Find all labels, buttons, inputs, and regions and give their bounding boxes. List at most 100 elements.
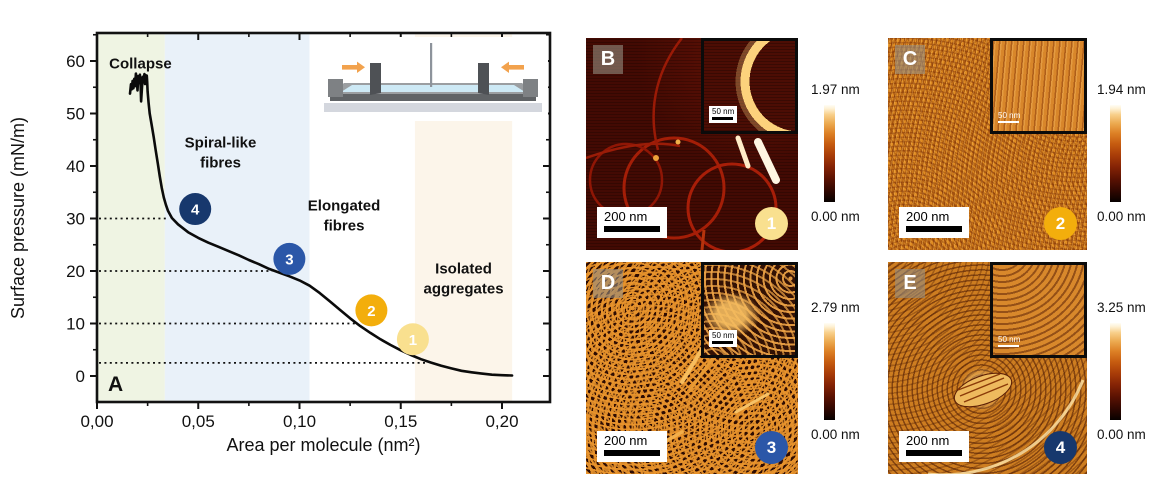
zoom-inset: 50 nm <box>990 262 1087 358</box>
stage-marker <box>355 294 388 327</box>
inset-scale-bar: 50 nm <box>709 106 738 123</box>
panel-letter: C <box>895 45 925 74</box>
trough-end-left <box>328 79 343 97</box>
inset-scale-bar: 50 nm <box>998 111 1020 123</box>
trough-front-face <box>330 94 536 101</box>
stage-badge: 3 <box>755 431 788 464</box>
colorbar-max-label: 1.97 nm <box>811 82 860 97</box>
panel-letter: D <box>593 269 623 298</box>
colorbar-max-label: 1.94 nm <box>1097 82 1146 97</box>
scale-line <box>604 226 660 232</box>
panel-letter: B <box>593 45 623 74</box>
langmuir-trough-schematic <box>318 37 548 121</box>
colorbar-C: 1.94 nm 0.00 nm <box>1096 82 1162 232</box>
inset-scale-label: 50 nm <box>998 335 1021 344</box>
inset-scale-bar: 50 nm <box>709 330 738 347</box>
region-label: aggregates <box>424 281 504 298</box>
colorbar-B: 1.97 nm 0.00 nm <box>810 82 876 232</box>
x-tick-label: 0,10 <box>283 412 316 431</box>
scale-bar: 200 nm <box>597 431 667 462</box>
inset-scale-label: 50 nm <box>712 331 735 340</box>
stage-badge: 2 <box>1044 207 1077 240</box>
region-label: Isolated <box>435 261 492 278</box>
region-label: Elongated <box>308 198 381 215</box>
y-tick-label: 0 <box>76 367 85 386</box>
colorbar-D: 2.79 nm 0.00 nm <box>810 300 876 450</box>
region-label: Spiral-like <box>185 135 257 152</box>
x-tick-label: 0,15 <box>384 412 417 431</box>
y-axis-title: Surface pressure (mN/m) <box>8 117 28 319</box>
y-tick-label: 60 <box>66 52 85 71</box>
stage-marker <box>179 193 212 226</box>
inset-scale-label: 50 nm <box>998 111 1021 120</box>
zoom-inset: 50 nm <box>990 38 1087 134</box>
barrier-right-icon <box>478 63 489 95</box>
colorbar-min-label: 0.00 nm <box>811 427 860 442</box>
isotherm-curve <box>128 72 514 377</box>
scale-label: 200 nm <box>604 433 648 448</box>
inset-scale-bar: 50 nm <box>998 335 1020 347</box>
afm-panel-E: 50 nm E 200 nm 4 <box>888 262 1087 474</box>
region-label: fibres <box>324 218 365 235</box>
colorbar-gradient <box>824 105 835 202</box>
afm-panel-B: 50 nm B 200 nm 1 <box>586 38 798 250</box>
x-tick-label: 0,05 <box>182 412 215 431</box>
inset-scale-line <box>998 121 1019 123</box>
zoom-inset: 50 nm <box>701 38 798 134</box>
trough-base-plate <box>324 103 542 112</box>
scale-label: 200 nm <box>604 209 648 224</box>
stage-marker-number: 3 <box>285 251 293 268</box>
x-tick-label: 0,20 <box>485 412 518 431</box>
colorbar-gradient <box>1110 105 1121 202</box>
scale-bar: 200 nm <box>597 207 667 238</box>
barrier-left-icon <box>370 63 381 95</box>
inset-scale-line <box>712 341 733 344</box>
concentric-fibres-overlay <box>928 372 1085 474</box>
scale-label: 200 nm <box>906 209 950 224</box>
scale-line <box>604 450 660 456</box>
inset-scale-label: 50 nm <box>712 107 735 116</box>
afm-panel-C: 50 nm C 200 nm 2 <box>888 38 1087 250</box>
stage-badge: 1 <box>755 207 788 240</box>
stage-marker-number: 4 <box>191 202 200 219</box>
inset-scale-line <box>712 117 733 120</box>
stage-marker <box>273 242 306 275</box>
zoom-inset: 50 nm <box>701 262 798 358</box>
colorbar-gradient <box>824 323 835 420</box>
region-label: Collapse <box>109 55 172 72</box>
x-axis-title: Area per molecule (nm²) <box>226 435 420 455</box>
y-tick-label: 20 <box>66 262 85 281</box>
colorbar-min-label: 0.00 nm <box>1097 209 1146 224</box>
trough-end-right <box>523 79 538 97</box>
region-band <box>97 34 165 401</box>
panel-letter: A <box>108 373 123 396</box>
colorbar-E: 3.25 nm 0.00 nm <box>1096 300 1162 450</box>
region-label: fibres <box>200 155 241 172</box>
afm-panel-D: 50 nm D 200 nm 3 <box>586 262 798 474</box>
colorbar-min-label: 0.00 nm <box>811 209 860 224</box>
scale-bar: 200 nm <box>899 207 969 238</box>
colorbar-max-label: 3.25 nm <box>1097 300 1146 315</box>
y-tick-label: 40 <box>66 157 85 176</box>
scale-bar: 200 nm <box>899 431 969 462</box>
scale-label: 200 nm <box>906 433 950 448</box>
stage-marker <box>396 323 429 356</box>
y-tick-label: 30 <box>66 210 85 229</box>
stage-marker-number: 1 <box>409 332 417 349</box>
stage-marker-number: 2 <box>367 303 375 320</box>
water-surface <box>341 85 525 92</box>
panel-letter: E <box>895 269 925 298</box>
wilhelmy-probe-icon <box>430 43 433 87</box>
scale-line <box>906 450 962 456</box>
inset-scale-line <box>998 345 1019 347</box>
y-tick-label: 10 <box>66 315 85 334</box>
x-tick-label: 0,00 <box>80 412 113 431</box>
compression-arrow-left-icon <box>342 61 365 73</box>
scale-line <box>906 226 962 232</box>
colorbar-max-label: 2.79 nm <box>811 300 860 315</box>
colorbar-gradient <box>1110 323 1121 420</box>
stage-badge: 4 <box>1044 431 1077 464</box>
y-tick-label: 50 <box>66 105 85 124</box>
compression-arrow-right-icon <box>501 61 524 73</box>
